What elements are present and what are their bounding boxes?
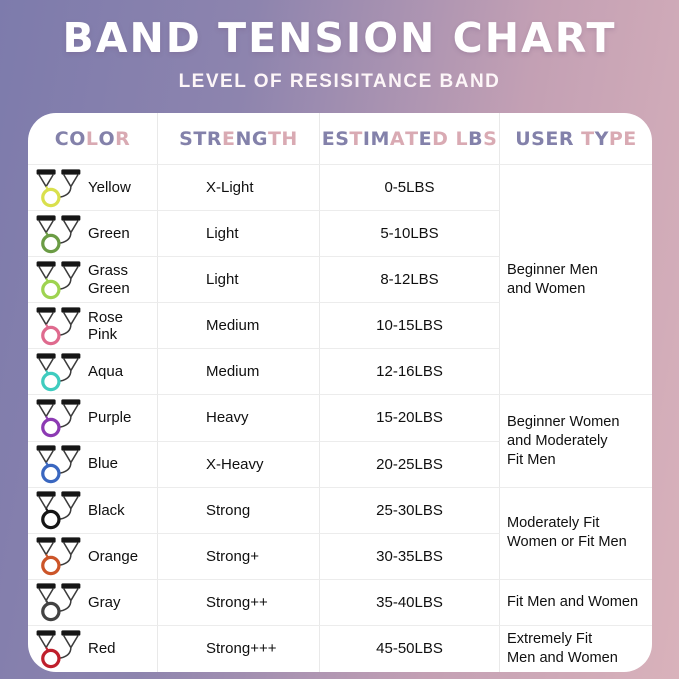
resistance-band-icon xyxy=(36,583,81,622)
band-color-cell: Grass Green xyxy=(28,257,158,304)
band-color-cell: Black xyxy=(28,487,158,534)
band-color-cell: Aqua xyxy=(28,349,158,396)
estimated-lbs-cell: 20-25LBS xyxy=(320,441,500,488)
band-color-label: Yellow xyxy=(88,178,131,196)
strength-cell: Light xyxy=(158,257,320,304)
band-color-label: Green xyxy=(88,225,130,242)
user-type-cell: Beginner Men and Women xyxy=(500,165,652,396)
band-color-label: Blue xyxy=(88,455,119,473)
strength-cell: Strong+++ xyxy=(158,625,320,672)
strength-cell: Medium xyxy=(158,349,320,396)
resistance-band-icon xyxy=(36,261,81,299)
estimated-lbs-cell: 8-12LBS xyxy=(320,257,500,304)
estimated-lbs-cell: 0-5LBS xyxy=(320,165,500,212)
page-subtitle: LEVEL OF RESISITANCE BAND xyxy=(178,71,501,92)
band-color-cell: Red xyxy=(28,625,158,672)
resistance-band-icon xyxy=(36,307,81,346)
band-color-cell: Green xyxy=(28,211,158,258)
user-type-cell: Moderately Fit Women or Fit Men xyxy=(500,488,652,580)
strength-cell: Medium xyxy=(158,303,320,350)
band-color-label: Purple xyxy=(88,409,132,427)
band-color-label: Aqua xyxy=(88,363,124,381)
strength-cell: X-Heavy xyxy=(158,441,320,488)
estimated-lbs-cell: 25-30LBS xyxy=(320,487,500,534)
strength-cell: Light xyxy=(158,211,320,258)
strength-cell: Strong++ xyxy=(158,579,320,626)
strength-cell: X-Light xyxy=(158,165,320,212)
resistance-band-icon xyxy=(36,445,81,484)
band-color-cell: Blue xyxy=(28,441,158,488)
strength-cell: Strong xyxy=(158,487,320,534)
estimated-lbs-cell: 5-10LBS xyxy=(320,211,500,258)
user-type-cell: Beginner Women and Moderately Fit Men xyxy=(500,395,652,488)
estimated-lbs-cell: 10-15LBS xyxy=(320,303,500,350)
resistance-band-icon xyxy=(36,353,81,392)
band-color-cell: Orange xyxy=(28,533,158,580)
resistance-band-icon xyxy=(36,630,81,669)
band-color-cell: Rose Pink xyxy=(28,303,158,350)
band-color-label: Red xyxy=(88,640,116,658)
user-type-cell: Fit Men and Women xyxy=(500,580,652,626)
page-title: BAND TENSION CHART xyxy=(62,14,617,62)
band-color-label: Grass Green xyxy=(88,262,130,297)
resistance-band-icon xyxy=(36,491,81,530)
band-color-cell: Gray xyxy=(28,579,158,626)
band-color-label: Gray xyxy=(88,593,121,611)
resistance-band-icon xyxy=(36,537,81,576)
estimated-lbs-cell: 15-20LBS xyxy=(320,395,500,442)
resistance-band-icon xyxy=(36,168,81,207)
band-color-label: Rose Pink xyxy=(88,308,124,343)
band-color-label: Orange xyxy=(88,547,139,565)
estimated-lbs-cell: 35-40LBS xyxy=(320,579,500,626)
band-color-label: Black xyxy=(88,501,125,519)
resistance-band-icon xyxy=(36,215,81,253)
band-color-cell: Purple xyxy=(28,395,158,442)
user-type-cell: Extremely Fit Men and Women xyxy=(507,630,618,666)
estimated-lbs-cell: 45-50LBS xyxy=(320,625,500,672)
strength-cell: Strong+ xyxy=(158,533,320,580)
estimated-lbs-cell: 12-16LBS xyxy=(320,349,500,396)
resistance-band-icon xyxy=(36,399,81,438)
strength-cell: Heavy xyxy=(158,395,320,442)
estimated-lbs-cell: 30-35LBS xyxy=(320,533,500,580)
band-color-cell: Yellow xyxy=(28,165,158,212)
